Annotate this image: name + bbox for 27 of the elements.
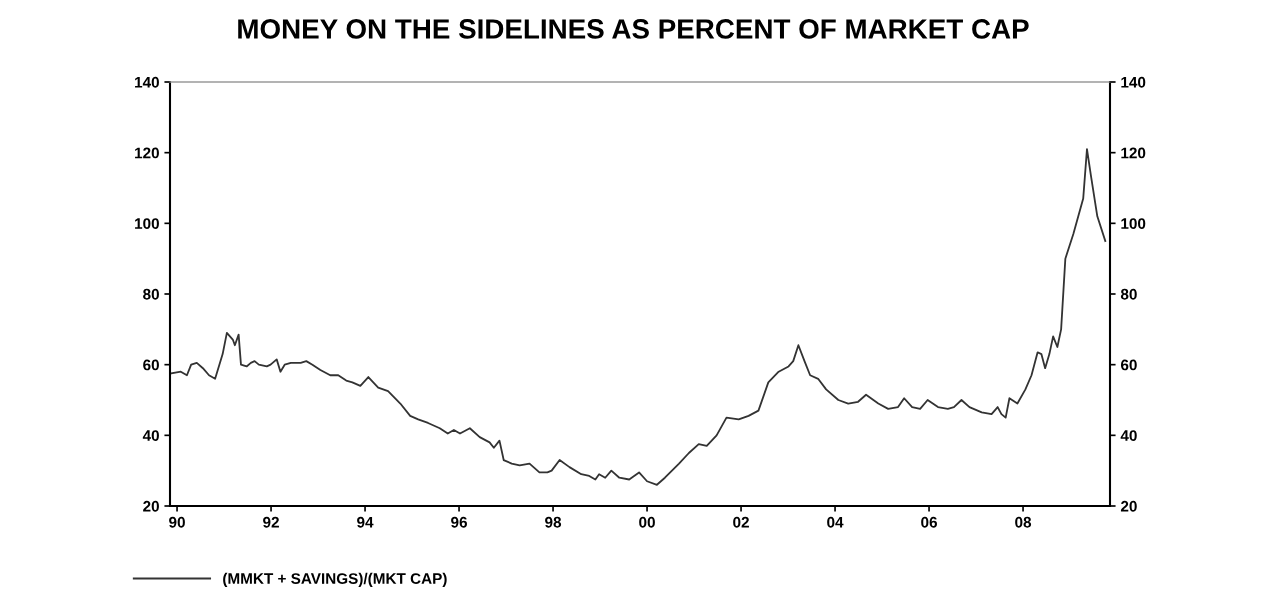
y2-tick-label: 120 [1121, 147, 1146, 159]
y2-tick-label: 20 [1120, 500, 1137, 512]
y-tick-label: 100 [135, 218, 159, 230]
y-tick-label: 60 [143, 359, 159, 371]
y2-tick-label: 140 [1121, 76, 1146, 88]
y-tick-label: 80 [143, 288, 159, 300]
x-tick-label: 00 [639, 516, 655, 528]
y2-tick-label: 40 [1120, 430, 1137, 442]
y-tick-label: 140 [135, 76, 159, 88]
x-tick-label: 92 [263, 516, 279, 528]
line-series [170, 148, 1107, 486]
x-tick-label: 02 [733, 516, 749, 528]
y-tick-label: 40 [142, 430, 159, 442]
y-tick-label: 120 [135, 147, 159, 159]
x-tick-label: 94 [357, 516, 374, 528]
chart-title: MONEY ON THE SIDELINES AS PERCENT OF MARKET CAP [238, 19, 1029, 39]
legend-label: (MMKT + SAVINGS)/(MKT CAP) [223, 572, 447, 587]
y-tick-label: 20 [143, 500, 159, 512]
x-tick-label: 98 [545, 516, 562, 528]
x-tick-label: 04 [827, 516, 844, 528]
x-tick-label: 06 [921, 516, 937, 528]
x-tick-label: 90 [169, 516, 185, 528]
x-tick-label: 96 [451, 516, 467, 528]
y2-tick-label: 60 [1120, 359, 1137, 371]
y2-tick-label: 100 [1121, 218, 1146, 230]
x-tick-label: 08 [1015, 516, 1032, 528]
y2-tick-label: 80 [1120, 288, 1137, 300]
